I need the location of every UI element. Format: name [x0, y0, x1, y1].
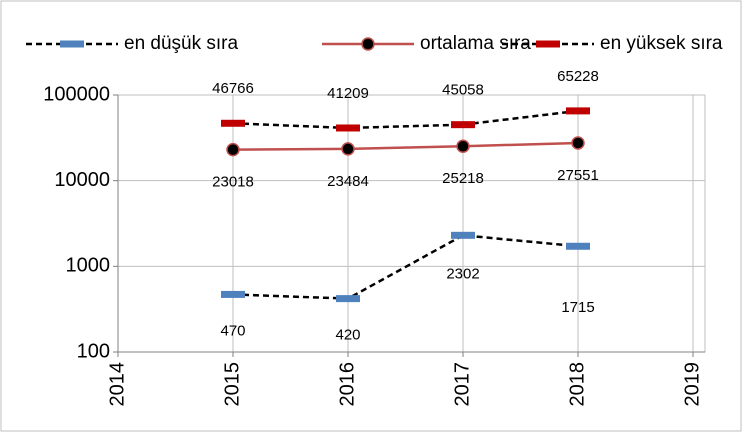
data-point	[571, 136, 585, 150]
x-tick-label: 2018	[566, 362, 588, 407]
data-label: 45058	[442, 82, 484, 99]
data-point	[336, 295, 360, 303]
data-point	[221, 119, 245, 127]
data-label: 65228	[557, 68, 599, 85]
series-line	[232, 141, 579, 151]
series-line	[232, 109, 579, 130]
y-tick-label: 100	[77, 340, 110, 362]
data-label: 27551	[557, 167, 599, 184]
data-point	[451, 121, 475, 129]
x-tick-label: 2016	[336, 362, 358, 407]
data-label: 420	[335, 327, 360, 344]
data-label: 1715	[561, 299, 594, 316]
legend-label: en yüksek sıra	[600, 33, 723, 54]
data-label: 23484	[327, 173, 369, 190]
data-label: 41209	[327, 85, 369, 102]
legend-marker	[361, 37, 375, 51]
data-point	[566, 107, 590, 115]
data-point	[456, 139, 470, 154]
x-tick-label: 2019	[681, 362, 703, 407]
legend-marker	[536, 40, 560, 48]
series-line	[232, 234, 579, 300]
data-label: 470	[220, 322, 245, 339]
legend-label: ortalama sıra	[420, 33, 531, 54]
data-label: 23018	[212, 174, 254, 191]
data-point	[336, 124, 360, 132]
legend-label: en düşük sıra	[124, 33, 238, 54]
data-point	[226, 142, 240, 157]
y-tick-label: 10000	[54, 169, 110, 191]
data-point	[566, 242, 590, 250]
data-point	[341, 142, 355, 156]
data-label: 2302	[446, 265, 479, 282]
x-tick-label: 2017	[451, 362, 473, 407]
data-label: 25218	[442, 170, 484, 187]
y-tick-label: 100000	[43, 83, 110, 105]
data-point	[221, 290, 245, 298]
y-tick-label: 1000	[66, 255, 111, 277]
x-tick-label: 2015	[221, 362, 243, 407]
x-tick-label: 2014	[106, 362, 128, 407]
legend-marker	[60, 40, 84, 48]
data-point	[451, 231, 475, 239]
data-label: 46766	[212, 80, 254, 97]
